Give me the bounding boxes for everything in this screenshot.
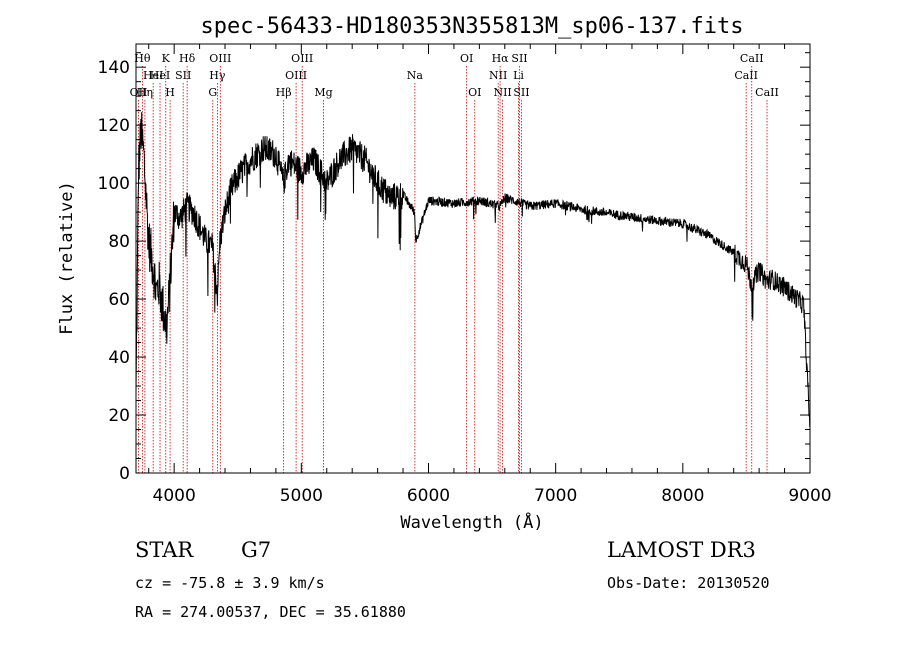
y-tick-label: 60: [108, 290, 130, 310]
plot-frame: [135, 43, 811, 474]
y-tick-label: 80: [108, 232, 130, 252]
spectral-line-label: Hα: [492, 52, 510, 65]
spectrum-line: [135, 112, 811, 428]
spectral-line-label: Na: [407, 69, 424, 82]
spectral-line-label: CaII: [740, 52, 764, 65]
spectral-line-label: H: [165, 86, 175, 99]
spectral-line-label: CaII: [734, 69, 758, 82]
x-tick-label: 6000: [407, 486, 450, 506]
y-tick-label: 100: [98, 174, 130, 194]
spectral-line-label: Hγ: [209, 69, 226, 82]
x-axis-ticks: 4000 5000 6000 7000 8000 9000: [148, 44, 832, 506]
x-tick-label: 5000: [280, 486, 323, 506]
spectral-line-label: OI: [460, 52, 473, 65]
y-tick-label: 140: [98, 58, 130, 78]
spectral-line-label: NII: [489, 69, 507, 82]
spectral-line-label: Hη: [137, 86, 153, 99]
x-tick-label: 9000: [788, 486, 831, 506]
redshift-text: cz = -75.8 ± 3.9 km/s: [135, 574, 325, 592]
spectral-line-markers: OIIHθHηHeIHeIKHSIIHδGHγOIIIHβOIIIOIIIMgN…: [130, 52, 779, 473]
x-tick-label: 4000: [153, 486, 196, 506]
chart-title: spec-56433-HD180353N355813M_sp06-137.fit…: [200, 14, 743, 39]
obs-date: Obs-Date: 20130520: [607, 574, 770, 592]
x-tick-label: 7000: [534, 486, 577, 506]
y-axis-label: Flux (relative): [57, 181, 77, 335]
spectral-line-label: Hθ: [134, 52, 151, 65]
spectral-line-label: SII: [513, 86, 529, 99]
survey-name: LAMOST DR3: [607, 538, 756, 562]
y-tick-label: 0: [119, 464, 130, 484]
spectral-line-label: Hδ: [179, 52, 196, 65]
spectral-line-label: SII: [175, 69, 191, 82]
object-class: STAR: [135, 538, 194, 562]
spectral-line-label: NII: [493, 86, 511, 99]
spectral-line-label: OI: [468, 86, 481, 99]
spectral-line-label: OIII: [291, 52, 313, 65]
spectral-line-label: Mg: [314, 86, 332, 99]
coordinates: RA = 274.00537, DEC = 35.61880: [135, 603, 406, 621]
spectral-line-label: Hβ: [276, 86, 292, 99]
spectral-line-label: CaII: [755, 86, 779, 99]
x-tick-label: 8000: [661, 486, 704, 506]
y-axis-ticks: 0 20 40 60 80 100 120 140: [98, 52, 810, 484]
spectral-line-label: OIII: [285, 69, 307, 82]
spectral-line-label: SII: [511, 52, 527, 65]
spectral-line-label: Li: [513, 69, 524, 82]
spectral-line-label: OIII: [209, 52, 231, 65]
y-tick-label: 20: [108, 406, 130, 426]
spectral-line-label: G: [208, 86, 217, 99]
spectral-line-label: OII: [130, 86, 148, 99]
spectral-line-label: K: [162, 52, 171, 65]
y-tick-label: 40: [108, 348, 130, 368]
y-tick-label: 120: [98, 116, 130, 136]
spectral-line-label: HeI: [143, 69, 163, 82]
spectral-line-label: HeI: [150, 69, 170, 82]
object-subclass: G7: [241, 538, 272, 562]
x-axis-label: Wavelength (Å): [400, 511, 543, 533]
